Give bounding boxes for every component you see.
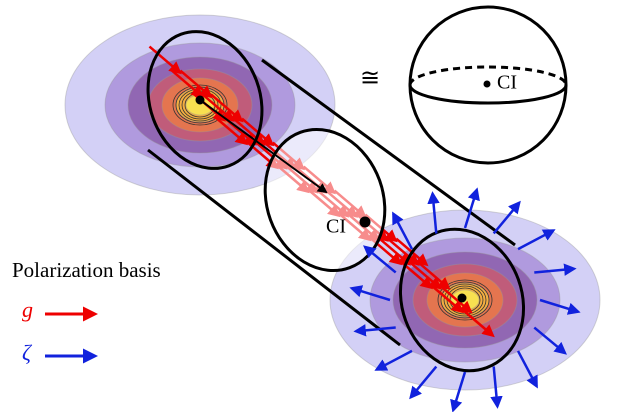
congruent-symbol: ≅ xyxy=(360,66,380,92)
ci-point xyxy=(483,80,491,88)
ci-point xyxy=(359,216,371,228)
zeta-arrow xyxy=(492,200,521,235)
equator-front xyxy=(408,84,568,105)
g-arrow xyxy=(170,69,204,98)
zeta-arrow xyxy=(539,298,581,315)
zeta-arrow xyxy=(490,366,503,409)
legend-g: g xyxy=(22,297,33,322)
ci-label: CI xyxy=(497,72,517,94)
zeta-arrow xyxy=(349,285,391,302)
zeta-arrow xyxy=(516,350,538,389)
g-arrow xyxy=(179,69,213,99)
cylinder-edge xyxy=(261,58,516,247)
g-arrow xyxy=(461,308,495,338)
g-arrow xyxy=(377,236,412,266)
legend-zeta: ζ xyxy=(22,340,33,365)
g-arrow xyxy=(201,93,235,122)
ci-label: CI xyxy=(326,216,346,238)
contour xyxy=(172,84,228,126)
zeta-arrow xyxy=(517,229,556,251)
g-arrow xyxy=(148,45,182,75)
point xyxy=(195,95,205,105)
cylinder xyxy=(146,30,526,373)
path-arrow xyxy=(199,99,328,194)
g-arrow xyxy=(386,237,420,266)
sphere xyxy=(408,5,568,165)
contour xyxy=(440,281,490,319)
g-arrow xyxy=(232,117,266,146)
cylinder-end xyxy=(146,30,264,170)
g-arrow xyxy=(439,284,473,314)
zeta-arrow xyxy=(374,349,413,371)
zeta-arrow xyxy=(533,326,567,355)
g-arrow xyxy=(214,116,249,146)
contour xyxy=(437,279,493,321)
g-arrow xyxy=(417,261,451,290)
zeta-arrow xyxy=(363,245,397,274)
zeta-arrow xyxy=(463,187,480,229)
zeta-arrows xyxy=(349,187,581,412)
zeta-arrow xyxy=(427,191,440,234)
zeta-arrow xyxy=(392,211,414,250)
point xyxy=(457,293,467,303)
contour xyxy=(443,283,487,317)
g-arrow xyxy=(408,260,442,290)
zeta-arrow xyxy=(353,324,396,337)
cylinder-middle xyxy=(263,127,387,273)
g-arrow xyxy=(430,284,464,314)
zeta-arrow xyxy=(534,263,577,276)
equator-back xyxy=(408,65,568,86)
zeta-arrow xyxy=(450,371,467,412)
cylinder-edge xyxy=(147,148,401,347)
zeta-arrow xyxy=(409,365,438,400)
g-arrow xyxy=(210,93,244,123)
legend-title: Polarization basis xyxy=(12,258,161,282)
g-arrow xyxy=(241,117,275,147)
